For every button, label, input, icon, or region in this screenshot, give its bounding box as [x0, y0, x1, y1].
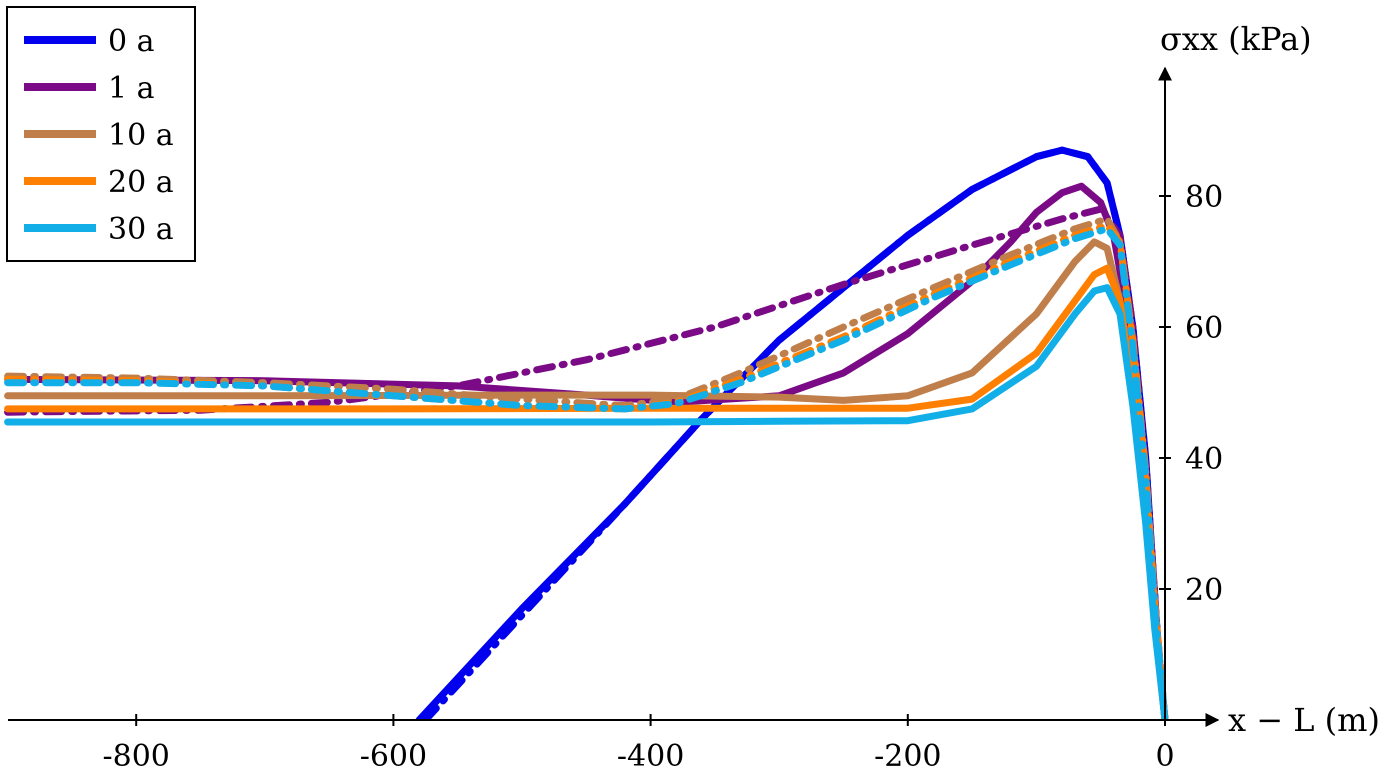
- x-tick-label: -400: [617, 739, 684, 774]
- series-line-30a-solid: [4, 284, 1169, 720]
- x-tick-label: 0: [1155, 739, 1174, 774]
- y-tick-label: 40: [1185, 442, 1223, 477]
- series-line-10a-solid: [4, 238, 1169, 720]
- series-line-10a-dashdot: [4, 215, 1169, 720]
- legend-label: 20 a: [108, 165, 174, 200]
- legend-label: 30 a: [108, 212, 174, 247]
- legend-label: 0 a: [108, 24, 155, 59]
- x-tick-label: -600: [360, 739, 427, 774]
- legend-label: 10 a: [108, 118, 174, 153]
- x-ticks: -800 -600 -400 -200 0: [102, 714, 1175, 774]
- x-axis-label: x − L (m): [1228, 701, 1380, 739]
- y-tick-label: 20: [1185, 573, 1223, 608]
- series-line-20a-solid: [4, 264, 1169, 720]
- y-tick-label: 60: [1185, 311, 1223, 346]
- legend-label: 1 a: [108, 71, 155, 106]
- x-tick-label: -200: [874, 739, 941, 774]
- series-line-20a-dashdot: [4, 222, 1169, 720]
- series-line-1a-dashdot: [4, 205, 1169, 720]
- y-axis-label: σxx (kPa): [1160, 20, 1312, 58]
- series-line-30a-dashdot: [4, 225, 1169, 720]
- y-ticks: 20 40 60 80: [1159, 180, 1223, 608]
- series-layer: [4, 146, 1169, 720]
- y-tick-label: 80: [1185, 180, 1223, 215]
- legend: 0 a 1 a 10 a 20 a 30 a: [6, 6, 196, 262]
- x-tick-label: -800: [102, 739, 169, 774]
